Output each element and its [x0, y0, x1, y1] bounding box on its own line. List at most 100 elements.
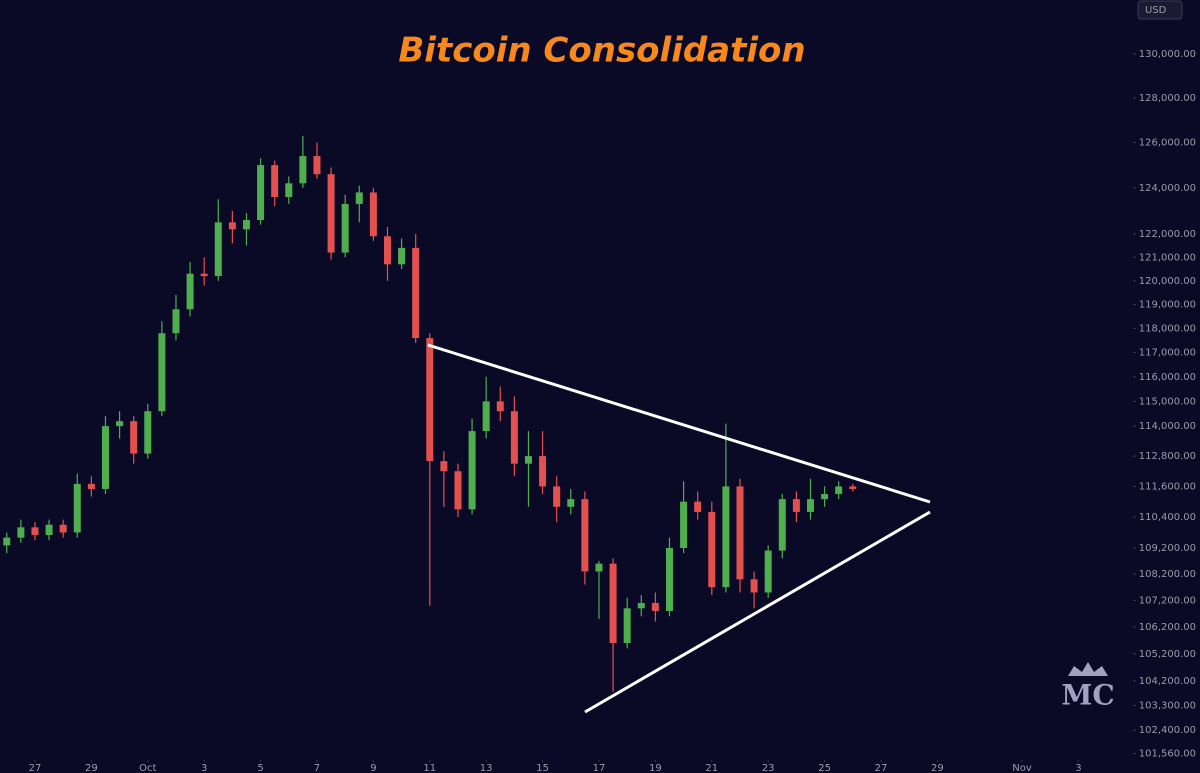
candle-body — [835, 486, 843, 495]
y-tick-label: 130,000.00 — [1139, 49, 1196, 60]
candle-body — [510, 411, 518, 464]
candle-body — [454, 471, 462, 510]
candle-body — [750, 579, 758, 593]
x-tick-label: 9 — [370, 763, 376, 773]
candle-body — [369, 192, 377, 237]
x-tick-label: 27 — [875, 763, 888, 773]
candle-body — [17, 527, 25, 538]
currency-label: USD — [1145, 5, 1167, 16]
candle-body — [341, 203, 349, 253]
candle-body — [722, 486, 730, 588]
candle-body — [271, 165, 279, 198]
y-tick-label: 117,000.00 — [1139, 348, 1196, 359]
candle-body — [228, 222, 236, 230]
x-tick-label: 25 — [818, 763, 831, 773]
y-tick-label: 116,000.00 — [1139, 372, 1196, 383]
x-tick-label: 29 — [931, 763, 944, 773]
chart-title: Bitcoin Consolidation — [398, 31, 805, 71]
candle-body — [623, 608, 631, 643]
candle-body — [792, 499, 800, 512]
candle-body — [116, 421, 124, 427]
candle-body — [637, 603, 645, 609]
candle-body — [806, 499, 814, 512]
candle-body — [158, 333, 166, 412]
candle-body — [355, 192, 363, 204]
candle-body — [496, 401, 504, 412]
y-tick-label: 115,000.00 — [1139, 396, 1196, 407]
watermark-logo: MC — [1061, 662, 1115, 712]
candle-body — [567, 499, 575, 507]
x-axis: 27 29 Oct 3 5 7 9 11 13 15 17 19 21 23 25 27 29 Nov 3 — [29, 760, 1082, 773]
y-tick-label: 120,000.00 — [1139, 276, 1196, 287]
candle-body — [257, 165, 265, 221]
x-tick-label: 7 — [314, 763, 320, 773]
candle-body — [172, 309, 180, 334]
y-tick-label: 104,200.00 — [1139, 676, 1196, 687]
candle-body — [242, 220, 250, 230]
y-tick-label: 106,200.00 — [1139, 622, 1196, 633]
candle-body — [426, 338, 434, 462]
candle-body — [383, 236, 391, 265]
candles — [3, 135, 857, 692]
y-tick-label: 111,600.00 — [1139, 481, 1196, 492]
candle-body — [468, 431, 476, 510]
candle-body — [3, 537, 11, 546]
y-tick-label: 108,200.00 — [1139, 569, 1196, 580]
candle-body — [595, 563, 603, 572]
candle-body — [764, 550, 772, 593]
x-tick-label: 27 — [29, 763, 42, 773]
logo-crown — [1068, 662, 1108, 676]
y-tick-label: 101,560.00 — [1139, 749, 1196, 760]
candle-body — [214, 222, 222, 277]
x-tick-label: 5 — [257, 763, 263, 773]
candle-body — [398, 247, 406, 265]
candle-body — [45, 524, 53, 536]
candle-body — [665, 548, 673, 611]
y-tick-label: 110,400.00 — [1139, 512, 1196, 523]
currency-badge — [1137, 0, 1183, 20]
logo-text: MC — [1061, 679, 1114, 712]
candle-body — [736, 486, 744, 580]
candle-body — [87, 483, 95, 489]
y-tick-label: 103,300.00 — [1139, 700, 1196, 711]
candle-body — [59, 524, 67, 533]
candle-body — [412, 247, 420, 339]
candle-body — [299, 156, 307, 184]
candle-body — [285, 183, 293, 198]
candle-body — [73, 483, 81, 533]
candle-body — [708, 511, 716, 588]
candle-body — [101, 426, 109, 489]
x-tick-label: 21 — [705, 763, 718, 773]
y-tick-label: 126,000.00 — [1139, 138, 1196, 149]
y-tick-label: 107,200.00 — [1139, 595, 1196, 606]
x-tick-label: 17 — [593, 763, 606, 773]
x-tick-label: 13 — [480, 763, 493, 773]
y-tick-label: 124,000.00 — [1139, 183, 1196, 194]
upper-trendline — [427, 343, 931, 504]
candle-body — [680, 501, 688, 549]
y-tick-label: 121,000.00 — [1139, 252, 1196, 263]
y-tick-label: 114,000.00 — [1139, 421, 1196, 432]
y-tick-label: 118,000.00 — [1139, 323, 1196, 334]
candle-body — [313, 156, 321, 175]
candle-body — [31, 527, 39, 536]
lower-trendline — [584, 510, 931, 714]
y-axis: 130,000.00 128,000.00 126,000.00 124,000.00… — [1133, 49, 1196, 760]
candle-body — [524, 456, 532, 464]
candle-body — [440, 461, 448, 472]
candle-body — [200, 273, 208, 277]
y-tick-label: 119,000.00 — [1139, 299, 1196, 310]
candle-body — [778, 499, 786, 551]
y-tick-label: 105,200.00 — [1139, 649, 1196, 660]
y-tick-label: 112,800.00 — [1139, 451, 1196, 462]
x-tick-label: 11 — [423, 763, 436, 773]
y-tick-label: 109,200.00 — [1139, 543, 1196, 554]
x-tick-label: 19 — [649, 763, 662, 773]
candle-body — [482, 401, 490, 432]
candle-body — [849, 486, 857, 489]
y-tick-label: 128,000.00 — [1139, 93, 1196, 104]
x-tick-label: Nov — [1012, 763, 1032, 773]
